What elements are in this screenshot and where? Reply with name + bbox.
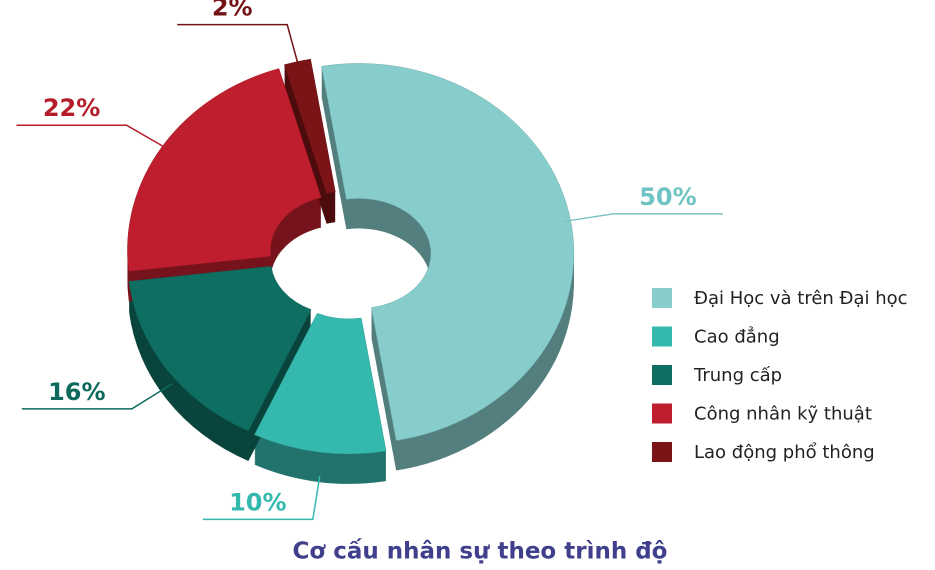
- data-label: 22%: [43, 94, 100, 122]
- legend-label: Cao đẳng: [694, 327, 780, 348]
- data-label: 10%: [229, 488, 286, 516]
- data-label: 50%: [639, 183, 696, 211]
- leader-line: [16, 124, 169, 150]
- slice: [321, 63, 575, 441]
- legend-swatch: [652, 442, 672, 462]
- leader-line: [177, 23, 300, 68]
- legend-swatch: [652, 403, 672, 424]
- chart-title: Cơ cấu nhân sự theo trình độ: [293, 538, 668, 565]
- legend-swatch: [652, 288, 672, 308]
- legend-label: Đại Học và trên Đại học: [694, 288, 908, 309]
- slice: [127, 68, 322, 272]
- leader-line: [564, 213, 723, 223]
- leader-line: [21, 383, 173, 410]
- legend-label: Trung cấp: [693, 365, 782, 386]
- leader-line: [202, 476, 321, 521]
- slice: [128, 266, 312, 432]
- data-label: 2%: [212, 0, 253, 22]
- slice: [254, 313, 387, 455]
- legend-swatch: [652, 326, 672, 347]
- slice: [283, 58, 336, 195]
- legend-label: Lao động phổ thông: [694, 442, 875, 463]
- legend-swatch: [652, 365, 672, 385]
- legend-label: Công nhân kỹ thuật: [694, 404, 872, 425]
- data-label: 16%: [48, 378, 105, 406]
